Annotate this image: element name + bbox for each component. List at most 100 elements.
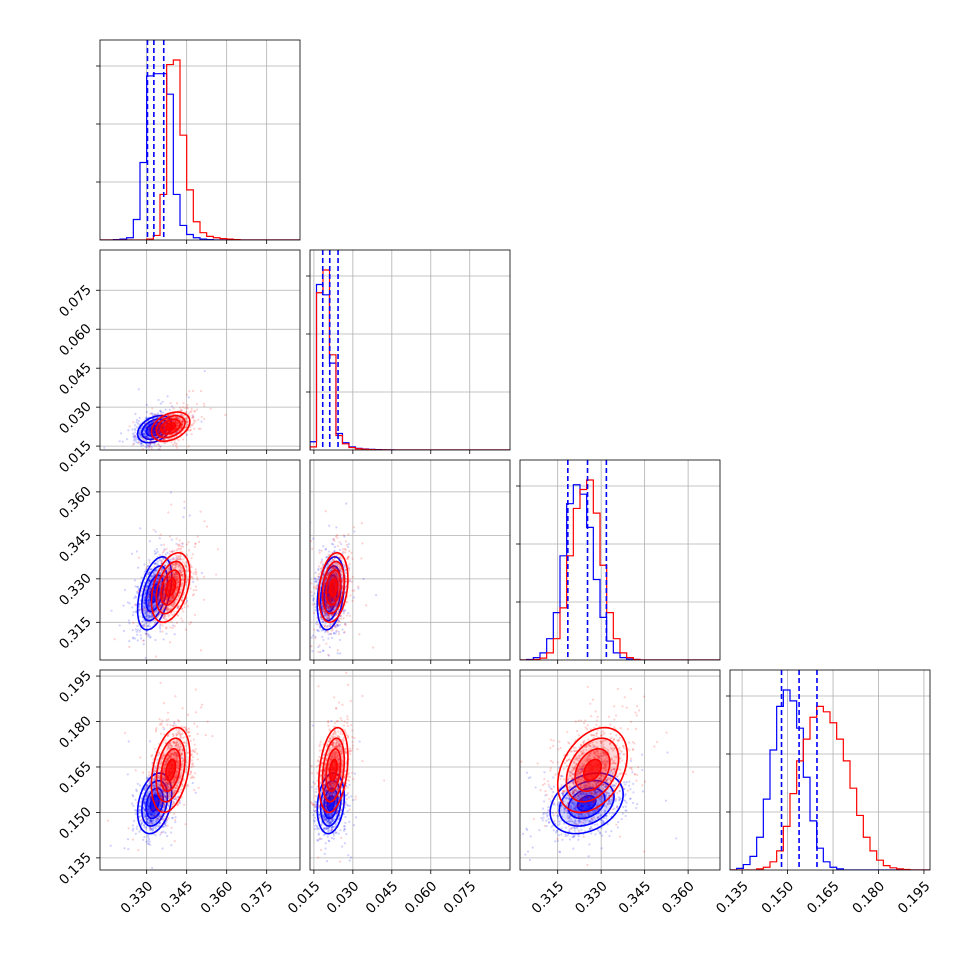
scatter-point-red [171,420,174,423]
scatter-point-blue [136,624,139,628]
scatter-point-red [152,579,155,582]
scatter-point-blue [347,542,350,546]
scatter-point-red [180,571,183,574]
scatter-point-blue [325,556,328,559]
scatter-point-red [162,427,165,430]
scatter-point-red [162,584,165,587]
scatter-point-blue [327,605,331,608]
scatter-point-blue [143,609,146,613]
scatter-point-red [189,429,192,432]
scatter-point-red [168,550,172,553]
scatter-point-blue [143,607,147,610]
scatter-point-red [177,544,180,548]
scatter-point-red [169,612,173,615]
scatter-point-red [186,420,189,423]
scatter-point-blue [328,550,331,553]
scatter-point-red [157,431,160,434]
scatter-point-red [165,609,168,612]
scatter-point-blue [149,568,152,571]
scatter-point-red [191,416,195,419]
scatter-point-red [165,596,169,599]
scatter-point-red [169,626,172,629]
scatter-point-red [181,423,184,427]
scatter-point-red [200,415,203,418]
scatter-point-blue [322,607,325,611]
scatter-point-red [310,591,313,594]
scatter-point-blue [330,560,333,563]
scatter-point-blue [318,575,321,579]
scatter-point-red [162,607,165,610]
scatter-point-red [171,433,174,436]
scatter-point-red [155,581,159,584]
scatter-point-blue [169,491,173,494]
scatter-point-blue [320,618,323,621]
scatter-point-blue [314,609,317,612]
scatter-point-red [148,602,151,605]
scatter-point-red [153,426,157,429]
scatter-point-blue [143,593,146,596]
scatter-point-blue [147,603,150,606]
scatter-point-red [190,424,193,427]
scatter-point-blue [312,537,315,540]
scatter-point-blue [346,545,350,549]
y-tick-label: 0.030 [56,399,95,438]
scatter-point-blue [156,416,159,419]
scatter-point-blue [149,615,152,619]
scatter-point-red [166,601,169,604]
scatter-point-red [216,548,220,551]
scatter-point-red [346,601,349,604]
scatter-point-blue [153,413,156,416]
scatter-point-blue [151,461,153,463]
scatter-point-blue [328,617,331,620]
scatter-point-blue [146,625,149,628]
scatter-point-blue [155,568,158,572]
scatter-point-red [166,577,169,580]
scatter-point-red [172,595,175,598]
scatter-point-red [177,558,180,561]
scatter-point-red [175,576,178,579]
scatter-group [103,369,227,463]
scatter-point-blue [134,429,137,432]
scatter-point-red [164,564,167,568]
scatter-point-red [156,598,160,601]
scatter-point-red [147,620,150,623]
scatter-point-red [141,610,145,613]
scatter-point-blue [143,601,146,605]
scatter-point-blue [316,629,319,632]
scatter-point-red [164,434,167,438]
scatter-group [110,491,220,660]
scatter-point-blue [162,594,165,597]
scatter-point-red [180,423,184,426]
scatter-point-blue [133,436,136,439]
contour-red [150,551,191,624]
scatter-point-red [134,434,137,438]
scatter-point-blue [158,625,162,629]
scatter-point-red [153,593,156,596]
scatter-point-red [162,591,165,594]
scatter-point-blue [146,436,149,439]
scatter-point-red [171,613,174,617]
scatter-point-red [193,410,196,413]
scatter-point-red [172,575,175,579]
scatter-point-blue [316,578,319,581]
scatter-group [310,502,378,657]
scatter-point-red [163,598,166,601]
scatter-point-blue [144,589,147,592]
scatter-point-blue [143,597,146,600]
scatter-point-blue [145,434,148,438]
scatter-point-red [172,407,175,410]
scatter-point-red [202,402,206,405]
scatter-point-red [153,426,156,429]
scatter-point-blue [330,606,333,609]
scatter-point-red [171,566,174,570]
scatter-point-red [178,591,182,594]
scatter-point-blue [342,609,346,612]
scatter-point-blue [166,551,169,555]
scatter-point-red [141,639,145,642]
scatter-point-red [169,575,172,578]
scatter-point-blue [162,593,165,596]
scatter-point-blue [142,606,146,609]
scatter-point-blue [147,599,151,602]
scatter-point-red [154,435,157,438]
scatter-point-red [181,578,184,581]
